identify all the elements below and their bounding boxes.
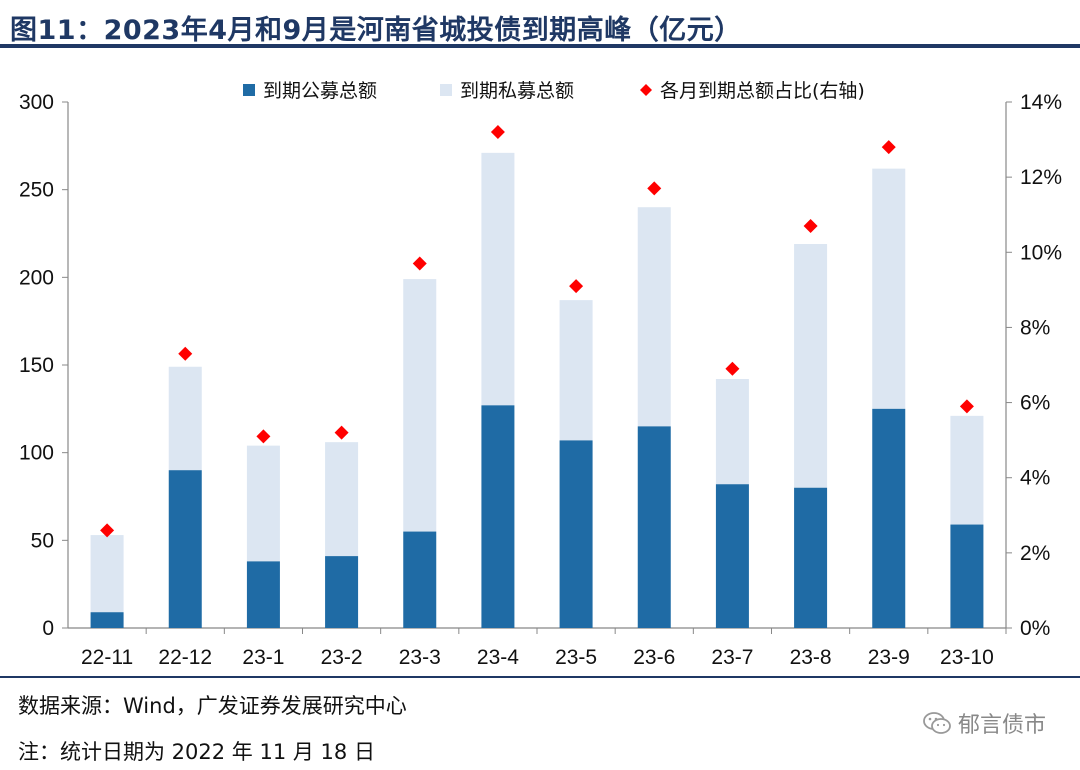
source-note: 数据来源：Wind，广发证券发展研究中心 [18, 694, 407, 718]
y-tick-label: 300 [19, 91, 54, 114]
date-note: 注：统计日期为 2022 年 11 月 18 日 [18, 740, 375, 764]
bar-public [950, 524, 984, 628]
ratio-marker [959, 399, 974, 414]
bar-private [481, 152, 515, 406]
y2-tick-label: 6% [1020, 392, 1050, 415]
bar-private [246, 445, 280, 562]
bar-private [559, 300, 593, 441]
ratio-marker [647, 181, 662, 196]
legend-public-swatch [243, 84, 255, 96]
y2-tick-label: 8% [1020, 316, 1050, 339]
legend-private-swatch [440, 84, 452, 96]
bar-public [872, 408, 906, 628]
y2-tick-label: 14% [1020, 91, 1062, 114]
watermark-text: 郁言债市 [957, 713, 1046, 738]
ratio-marker [100, 523, 115, 538]
y2-tick-label: 12% [1020, 166, 1062, 189]
y-tick-label: 250 [19, 179, 54, 202]
ratio-marker [881, 140, 896, 155]
bar-public [794, 487, 828, 628]
ratio-marker [256, 429, 271, 444]
bar-public [637, 426, 671, 628]
y2-tick-label: 0% [1020, 617, 1050, 640]
x-tick-label: 23-9 [868, 646, 910, 669]
bar-private [168, 366, 202, 471]
x-tick-label: 23-2 [321, 646, 363, 669]
bar-private [872, 168, 906, 409]
legend-ratio-label: 各月到期总额占比(右轴) [660, 80, 865, 102]
ratio-marker [178, 346, 193, 361]
y2-tick-label: 2% [1020, 542, 1050, 565]
y-tick-label: 100 [19, 442, 54, 465]
bar-public [168, 470, 202, 628]
y-tick-label: 200 [19, 266, 54, 289]
bar-private [950, 415, 984, 525]
ratio-marker [725, 361, 740, 376]
y-tick-label: 0 [42, 617, 54, 640]
legend-public-label: 到期公募总额 [263, 80, 377, 102]
ratio-marker [569, 279, 584, 294]
x-tick-label: 23-4 [477, 646, 519, 669]
x-tick-label: 23-7 [711, 646, 753, 669]
title-rule [0, 44, 1080, 48]
bar-public [246, 561, 280, 628]
x-tick-label: 22-12 [158, 646, 212, 669]
footer-rule [0, 676, 1080, 678]
legend-private-label: 到期私募总额 [460, 80, 574, 102]
bar-private [715, 379, 749, 485]
x-tick-label: 23-1 [242, 646, 284, 669]
bar-private [794, 244, 828, 488]
x-tick-label: 23-8 [790, 646, 832, 669]
bar-private [90, 535, 124, 613]
bar-public [90, 612, 124, 628]
watermark: 郁言债市 [922, 707, 1046, 739]
bar-public [481, 405, 515, 628]
bar-private [637, 207, 671, 427]
ratio-marker [490, 125, 505, 140]
chart: 0 50 100 150 200 250 300 0% 2% 4% 6% 8% 10% 12% 14% 22-… [19, 80, 1062, 669]
ratio-marker [412, 256, 427, 271]
x-tick-label: 23-6 [633, 646, 675, 669]
y2-tick-label: 4% [1020, 467, 1050, 490]
ratio-marker [803, 218, 818, 233]
y-tick-label: 150 [19, 354, 54, 377]
bar-public [559, 440, 593, 628]
bar-public [325, 556, 359, 628]
x-tick-label: 23-3 [399, 646, 441, 669]
y-tick-label: 50 [31, 529, 54, 552]
legend-ratio-swatch [640, 84, 652, 96]
x-tick-label: 22-11 [81, 646, 133, 669]
bar-public [403, 531, 437, 628]
x-tick-label: 23-10 [940, 646, 994, 669]
x-tick-label: 23-5 [555, 646, 597, 669]
y2-tick-label: 10% [1020, 241, 1062, 264]
bar-private [403, 279, 437, 532]
chart-title: 图11：2023年4月和9月是河南省城投债到期高峰（亿元） [10, 15, 742, 46]
bar-public [715, 484, 749, 628]
ratio-marker [334, 425, 349, 440]
wechat-icon [923, 712, 951, 734]
bar-private [325, 442, 359, 557]
